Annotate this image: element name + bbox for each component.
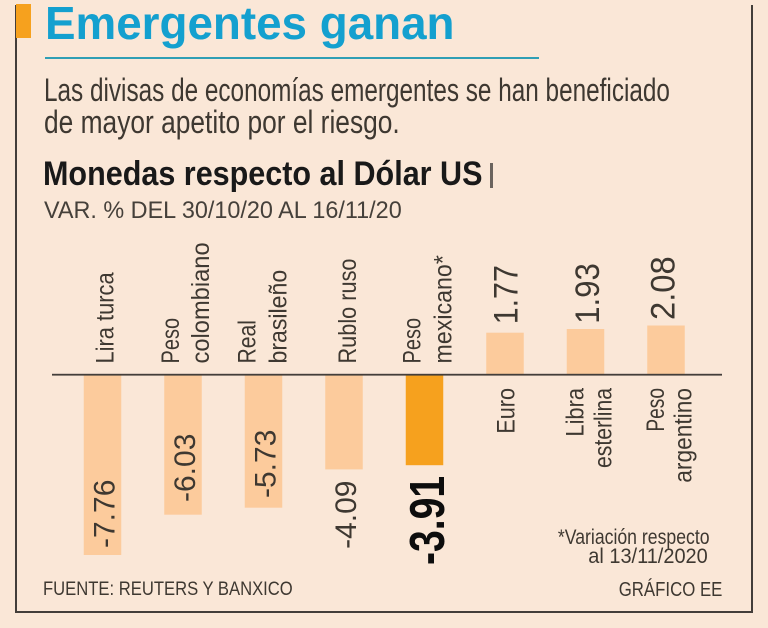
svg-text:Peso: Peso [642,388,670,432]
svg-text:colombiano: colombiano [187,242,215,363]
svg-text:-7.76: -7.76 [89,480,122,548]
svg-text:Euro: Euro [492,388,520,434]
svg-text:1.77: 1.77 [487,265,525,324]
svg-text:-6.03: -6.03 [169,434,202,502]
svg-text:Lira turca: Lira turca [91,272,119,364]
svg-text:-3.91: -3.91 [401,476,455,565]
svg-text:-5.73: -5.73 [250,430,283,498]
svg-text:1.93: 1.93 [568,263,607,324]
svg-text:Peso: Peso [157,318,185,364]
svg-text:argentino: argentino [670,388,698,483]
svg-text:mexicano*: mexicano* [430,255,458,363]
svg-text:Peso: Peso [398,318,426,364]
svg-text:brasileño: brasileño [265,270,293,364]
svg-text:-4.09: -4.09 [330,481,363,549]
svg-text:Libra: Libra [561,387,589,436]
svg-text:Real: Real [233,320,261,363]
svg-text:2.08: 2.08 [645,256,683,320]
svg-text:esterlina: esterlina [589,388,617,468]
svg-text:Rublo ruso: Rublo ruso [333,258,361,363]
